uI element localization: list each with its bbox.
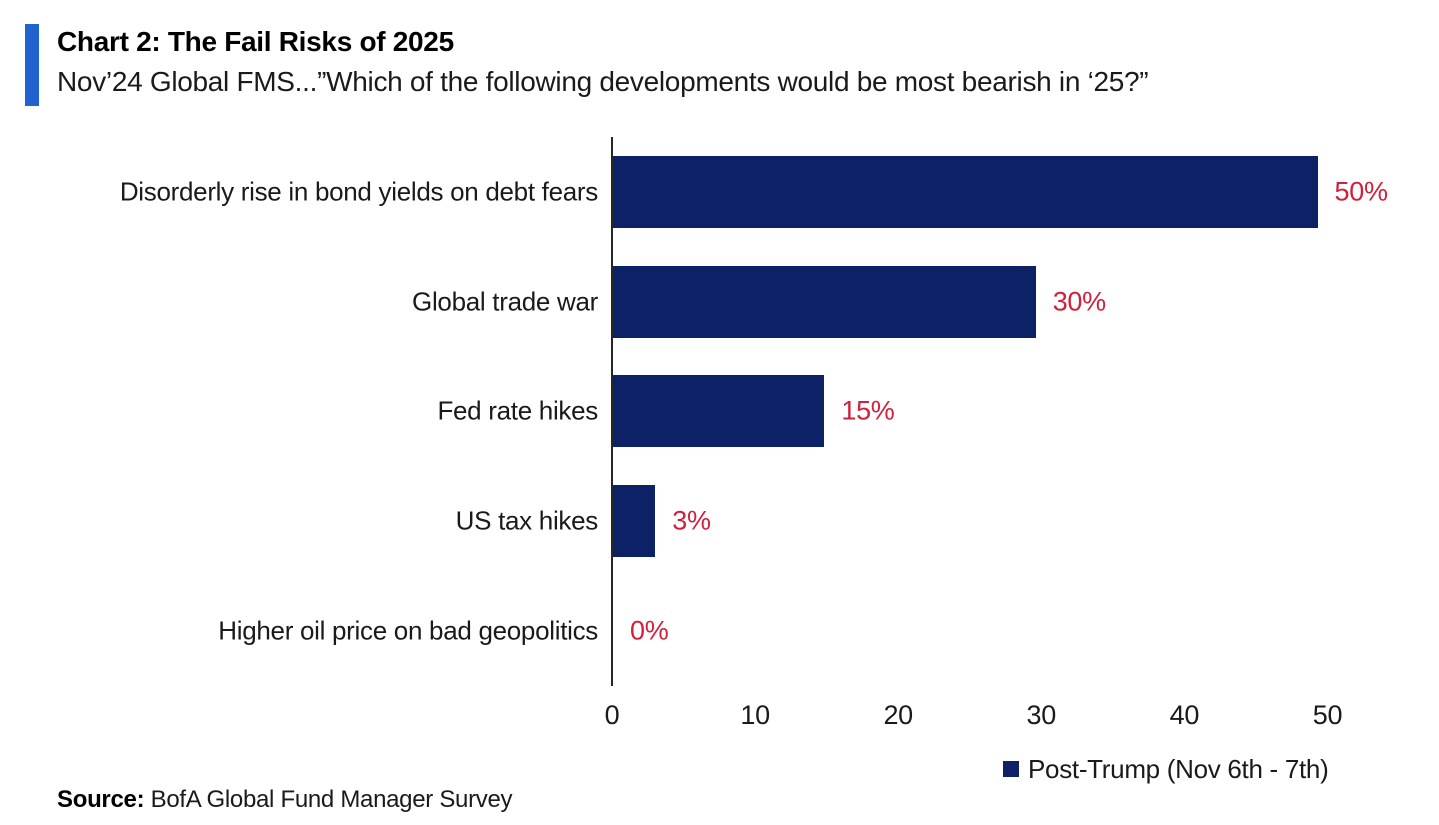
bar xyxy=(613,375,825,448)
bar-track: 15% xyxy=(613,375,1388,448)
y-axis-line xyxy=(611,137,613,686)
bar xyxy=(613,155,1318,228)
source-label: Source: xyxy=(57,786,145,813)
x-tick-label: 20 xyxy=(883,700,913,730)
source-text: BofA Global Fund Manager Survey xyxy=(150,786,513,813)
x-axis-tick-labels: 0 10 20 30 40 50 xyxy=(605,698,1399,732)
bar-chart-plot: Disorderly rise in bond yields on debt f… xyxy=(0,137,1400,784)
value-label: 0% xyxy=(630,615,669,646)
category-label: Disorderly rise in bond yields on debt f… xyxy=(119,176,598,207)
x-tick-label: 10 xyxy=(740,700,770,730)
category-label: US tax hikes xyxy=(455,505,599,536)
value-label: 3% xyxy=(672,505,711,536)
bar-row: Higher oil price on bad geopolitics 0% xyxy=(0,576,1400,686)
bar-track: 0% xyxy=(613,595,1388,667)
bar xyxy=(613,485,656,558)
chart-subtitle: Nov’24 Global FMS...”Which of the follow… xyxy=(57,66,1149,97)
bar-track: 30% xyxy=(613,265,1388,338)
bar xyxy=(613,265,1036,338)
value-label: 15% xyxy=(841,395,895,426)
x-tick-label: 30 xyxy=(1026,700,1057,730)
category-label: Higher oil price on bad geopolitics xyxy=(218,615,598,646)
x-tick-label: 0 xyxy=(604,700,620,730)
chart-title: Chart 2: The Fail Risks of 2025 xyxy=(57,26,454,57)
source-line: Source: BofA Global Fund Manager Survey xyxy=(57,786,513,814)
value-label: 50% xyxy=(1334,176,1388,207)
bar-row: Disorderly rise in bond yields on debt f… xyxy=(0,137,1400,247)
chart-header: Chart 2: The Fail Risks of 2025 Nov’24 G… xyxy=(25,24,1149,106)
category-label: Global trade war xyxy=(412,286,598,317)
x-tick-label: 40 xyxy=(1169,700,1200,730)
legend-label: Post-Trump (Nov 6th - 7th) xyxy=(1028,753,1329,784)
bar-track: 50% xyxy=(613,155,1388,228)
value-label: 30% xyxy=(1052,286,1106,317)
legend: Post-Trump (Nov 6th - 7th) xyxy=(1003,753,1329,784)
title-accent-bar xyxy=(25,24,39,106)
bar-track: 3% xyxy=(613,485,1388,558)
legend-swatch xyxy=(1003,761,1019,777)
x-tick-label: 50 xyxy=(1312,700,1343,730)
bar-row: Fed rate hikes 15% xyxy=(0,357,1400,467)
category-label: Fed rate hikes xyxy=(437,395,598,426)
header-text: Chart 2: The Fail Risks of 2025 Nov’24 G… xyxy=(57,24,1149,106)
bar-row: US tax hikes 3% xyxy=(0,466,1400,576)
bar-row: Global trade war 30% xyxy=(0,247,1400,357)
